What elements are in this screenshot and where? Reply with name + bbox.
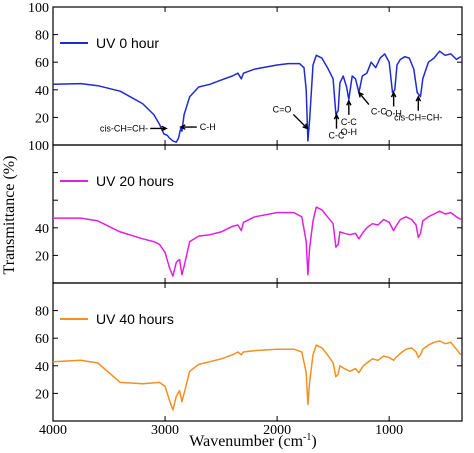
x-axis-label: Wavenumber (cm-1) [189,432,316,450]
panel-3: 20 40 60 80 UV 40 hours [35,282,463,422]
peak-annotation: cis-CH=CH- [100,123,168,133]
x-axis: 4000 3000 2000 1000 [39,423,403,438]
y-tick-label: 40 [35,360,49,375]
panel-frame [52,282,463,422]
x-tick-label: 1000 [375,423,403,438]
y-tick-label: 80 [35,29,49,44]
x-tick-label: 4000 [39,423,67,438]
peak-annotation: cis-CH=CH- [394,95,442,123]
y-tick-label: 20 [35,387,49,402]
y-tick-label: 60 [35,56,49,71]
y-tick-label: 60 [35,332,49,347]
annotation-label: C=O [273,104,292,114]
legend-label: UV 20 hours [96,173,174,189]
y-tick-label: 100 [28,1,49,16]
peak-annotation: C-H [179,122,216,132]
panel-1: 20 40 60 80 100 UV 0 hour [28,1,463,146]
annotation-arrow [346,99,352,115]
annotation-label: C-H [200,122,216,132]
y-tick-label: 20 [35,111,49,126]
annotation-label: C-C [341,117,357,127]
annotation-arrow [390,90,397,107]
peak-annotation: C-C [341,99,357,127]
y-tick-label: 40 [35,222,49,237]
annotation-arrow [292,113,309,130]
annotation-arrow [415,95,422,111]
annotation-arrow [357,91,370,106]
series-line-3 [52,340,462,411]
annotation-label: cis-CH=CH- [100,123,148,133]
annotation-label: cis-CH=CH- [394,113,442,123]
y-tick-label: 100 [28,139,49,154]
series-line-2 [53,206,462,277]
y-tick-label: 40 [35,84,49,99]
peak-annotations: cis-CH=CH- C-HC=OC-CC-CO-HC-CO-Hcis-CH=CH… [100,90,442,141]
y-axis-label: Transmittance (%) [1,156,18,275]
x-tick-label: 3000 [151,423,179,438]
x-axis-label-sup: -1 [303,432,311,443]
peak-annotation: C=O [273,104,309,130]
y-tick-label: 20 [35,249,49,264]
y-tick-label: 80 [35,305,49,320]
annotation-arrow [150,125,168,132]
peak-annotation: C-C [357,91,387,117]
annotation-label: C-C [328,131,344,141]
peak-annotation: O-H [385,90,402,119]
annotation-label: O-H [385,109,402,119]
annotation-label: C-C [371,107,387,117]
panel-frame [52,144,463,284]
peak-annotation: O-H [341,127,358,137]
legend-label: UV 40 hours [96,311,174,327]
series-line-1 [52,50,462,143]
annotation-label: O-H [341,127,358,137]
x-tick-label: 2000 [263,423,291,438]
panel-2: 20 40 100 UV 20 hours [28,139,463,284]
peak-annotation: C-C [328,113,345,141]
x-axis-label-main: Wavenumber (cm [189,433,303,450]
x-axis-label-end: ) [311,433,316,450]
annotation-arrow [179,124,197,130]
legend-label: UV 0 hour [96,35,159,51]
annotation-arrow [333,113,340,129]
